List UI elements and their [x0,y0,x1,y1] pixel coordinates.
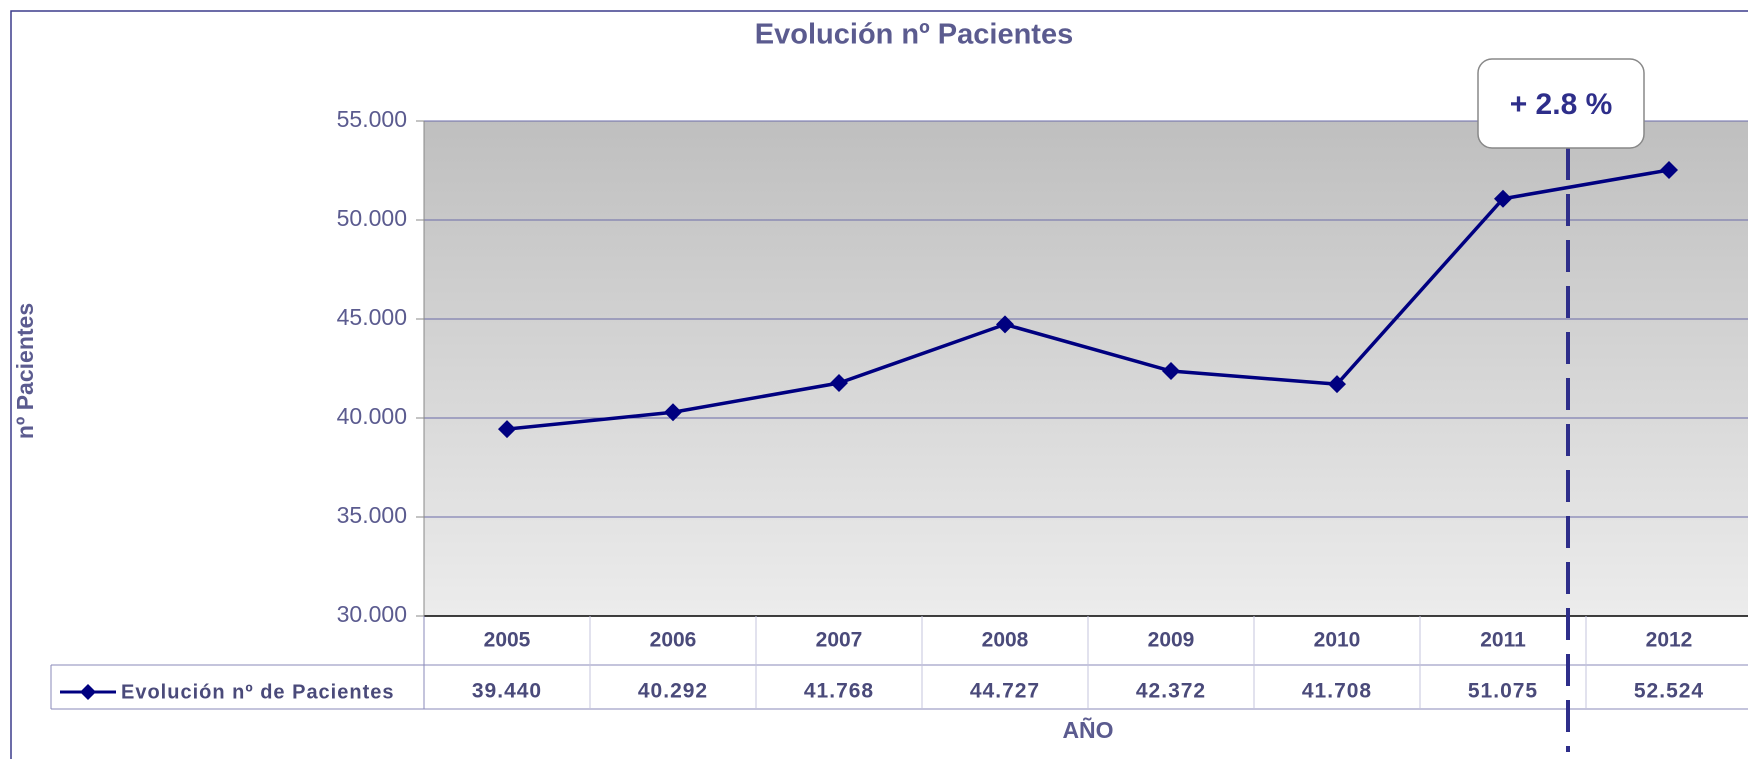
x-tick-label: 2008 [982,629,1029,652]
x-tick-label: 2010 [1314,629,1361,652]
series-line [506,168,1670,431]
y-tick-label: 30.000 [337,601,407,627]
data-label: 41.768 [804,680,874,703]
legend-label: Evolución nº de Pacientes [121,681,395,703]
y-tick-label: 50.000 [337,205,407,231]
x-tick-label: 2012 [1646,629,1693,652]
x-tick-label: 2009 [1148,629,1195,652]
data-point [996,315,1014,334]
data-point [664,403,682,422]
y-tick-label: 40.000 [337,403,407,429]
x-tick-label: 2005 [484,629,531,652]
data-point [830,373,848,392]
data-label: 52.524 [1634,680,1704,703]
y-axis-label: nº Pacientes [12,303,38,439]
data-label: 41.708 [1302,680,1372,703]
y-tick-label: 55.000 [337,106,407,132]
x-tick-label: 2007 [816,629,863,652]
y-tick-label: 45.000 [337,304,407,330]
annotation-box [1477,58,1645,149]
data-label: 39.440 [472,680,542,703]
data-label: 42.372 [1136,680,1206,703]
layer: 30.000 35.000 40.000 45.000 50.000 55.000 2005… [50,58,1748,752]
data-point [1660,161,1678,180]
y-tick-label: 35.000 [337,502,407,528]
chart-title: Evolución nº Pacientes [755,19,1073,51]
data-label: 40.292 [638,680,708,703]
plot-area [424,121,1748,616]
data-label: 44.727 [970,680,1040,703]
data-point [1328,375,1346,394]
data-point [498,420,516,439]
x-tick-label: 2011 [1480,629,1526,652]
data-label: 51.075 [1468,680,1538,703]
data-point [1162,362,1180,381]
annotation-text: + 2.8 % [1510,88,1613,121]
x-axis-label: AÑO [1062,716,1113,743]
legend-marker [80,684,96,700]
data-point [1494,189,1512,208]
frame [10,10,1748,759]
x-tick-label: 2006 [650,629,697,652]
